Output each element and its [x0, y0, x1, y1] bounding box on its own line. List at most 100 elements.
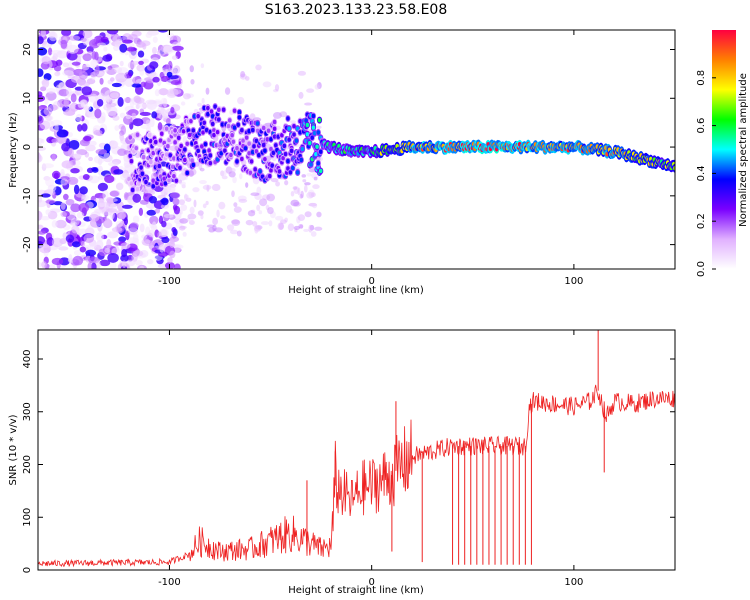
noise-blob	[97, 202, 106, 208]
ridge-point	[149, 159, 153, 165]
ridge-point	[202, 149, 207, 154]
noise-blob	[197, 102, 203, 107]
ridge-point	[287, 126, 291, 131]
noise-blob	[45, 199, 56, 204]
ridge-point	[164, 152, 169, 157]
ridge-point	[189, 118, 193, 124]
noise-blob	[75, 113, 83, 122]
ridge-point	[129, 181, 134, 186]
spectrogram-x-tick-label: 0	[368, 276, 374, 287]
ridge-point	[172, 173, 176, 179]
noise-blob	[106, 68, 117, 75]
noise-blob	[100, 36, 109, 43]
noise-blob	[105, 208, 118, 213]
noise-blob	[314, 84, 320, 90]
noise-blob	[78, 71, 88, 80]
noise-blob	[239, 173, 243, 180]
noise-blob	[40, 30, 46, 38]
noise-blob	[212, 224, 217, 232]
ridge-point	[289, 148, 294, 154]
ridge-point	[151, 150, 156, 156]
ridge-point	[214, 143, 219, 148]
noise-blob	[126, 259, 136, 267]
noise-blob	[138, 103, 149, 108]
noise-blob	[38, 236, 46, 245]
ridge-point	[226, 123, 231, 129]
noise-blob	[290, 190, 295, 197]
ridge-point	[174, 178, 179, 183]
noise-blob	[152, 36, 158, 43]
ridge-point	[221, 107, 226, 112]
noise-blob	[212, 217, 219, 226]
noise-blob	[107, 161, 119, 167]
noise-blob	[190, 79, 195, 85]
noise-blob	[48, 31, 58, 42]
ridge-point	[248, 170, 253, 176]
noise-blob	[93, 155, 105, 164]
ridge-point	[210, 121, 215, 127]
noise-blob	[109, 190, 120, 197]
noise-blob	[87, 262, 93, 269]
noise-blob	[60, 211, 67, 217]
noise-blob	[154, 89, 160, 97]
noise-blob	[106, 238, 112, 249]
ridge-point	[230, 133, 234, 138]
ridge-point	[201, 130, 205, 135]
ridge-point	[261, 142, 266, 148]
ridge-point	[176, 135, 181, 141]
ridge-point	[237, 109, 242, 115]
noise-blob	[183, 193, 188, 201]
noise-blob	[232, 176, 237, 184]
ridge-point	[237, 115, 242, 120]
ridge-point	[229, 152, 233, 158]
ridge-point	[240, 156, 244, 162]
noise-blob	[45, 115, 54, 121]
ridge-point	[191, 128, 196, 133]
noise-blob	[85, 144, 96, 152]
ridge-point	[314, 152, 318, 157]
ridge-point	[274, 143, 278, 148]
noise-blob	[224, 87, 231, 95]
ridge-point	[130, 187, 135, 193]
noise-blob	[121, 204, 133, 209]
noise-blob	[138, 60, 144, 65]
snr-x-label: Height of straight line (km)	[288, 585, 424, 596]
ridge-point	[305, 132, 310, 137]
noise-blob	[170, 185, 176, 193]
noise-blob	[65, 198, 75, 206]
ridge-point	[311, 113, 316, 119]
noise-blob	[256, 186, 262, 195]
ridge-point	[215, 129, 220, 135]
noise-blob	[48, 264, 56, 269]
noise-blob	[226, 224, 235, 231]
ridge-point	[310, 135, 315, 140]
noise-blob	[83, 135, 92, 142]
noise-blob	[268, 220, 273, 227]
noise-blob	[218, 201, 226, 210]
noise-blob	[78, 202, 90, 213]
ridge-point	[196, 148, 200, 154]
noise-blob	[260, 221, 270, 226]
noise-blob	[73, 184, 80, 195]
noise-blob	[316, 211, 322, 218]
spectrogram-y-ticks: -20 -10 0 10 20	[22, 43, 675, 253]
ridge-point	[269, 168, 273, 173]
noise-blob	[147, 259, 154, 265]
noise-blob	[304, 211, 312, 218]
noise-blob	[38, 262, 42, 268]
noise-blob	[96, 42, 107, 47]
noise-blob	[284, 180, 289, 186]
noise-blob	[47, 47, 53, 56]
noise-blob	[51, 257, 64, 266]
noise-blob	[129, 222, 139, 230]
noise-blob	[302, 179, 307, 183]
noise-blob	[252, 221, 258, 227]
noise-blob	[94, 108, 102, 119]
noise-blob	[200, 214, 204, 220]
noise-blob	[68, 139, 80, 150]
spectrogram-y-tick-label: -10	[22, 188, 33, 204]
noise-blob	[62, 70, 74, 77]
noise-blob	[106, 196, 114, 203]
noise-blob	[311, 202, 318, 209]
